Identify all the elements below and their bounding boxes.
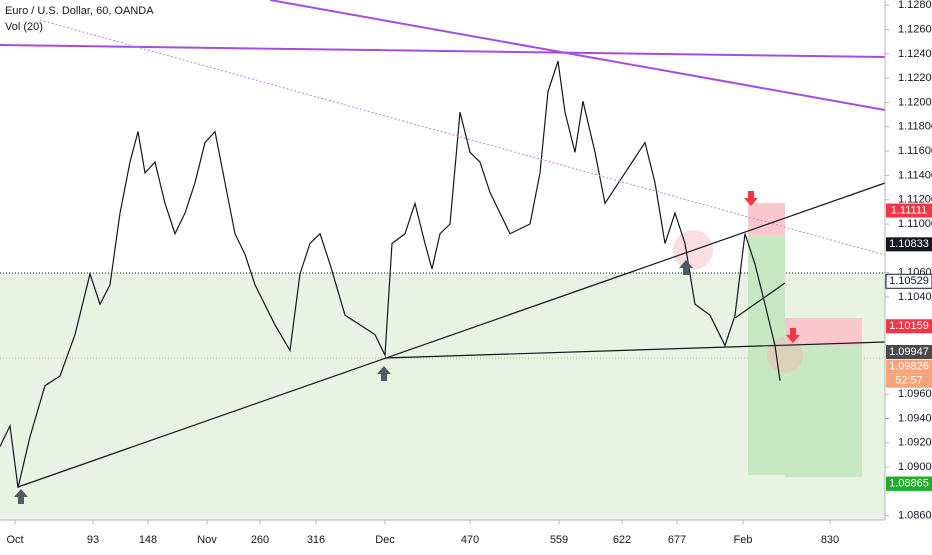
- trend-line: [734, 282, 786, 319]
- price-tag: [886, 476, 932, 491]
- x-tick-label: 830: [821, 534, 839, 546]
- arrow-up: [679, 260, 693, 275]
- x-tick-label: Feb: [734, 534, 753, 546]
- price-tag: [885, 273, 932, 289]
- x-tick-label: 316: [307, 534, 325, 546]
- price-tag-label: 1.08865: [889, 477, 929, 489]
- price-tag: [886, 359, 932, 374]
- arrow-down: [786, 328, 800, 343]
- y-tick-label: 1.09200: [898, 437, 932, 449]
- y-tick-label: 1.10400: [898, 291, 932, 303]
- countdown-tag: [886, 373, 932, 388]
- x-tick-label: Oct: [6, 534, 23, 546]
- arrow-down: [744, 191, 758, 206]
- highlight: [767, 337, 803, 373]
- price-tag-label: 1.10529: [889, 275, 929, 287]
- y-tick-label: 1.12200: [898, 72, 932, 84]
- chart-subtitle: Vol (20): [5, 21, 43, 33]
- trend-line: [17, 182, 886, 488]
- arrow-up: [377, 366, 391, 381]
- arrow-up: [14, 489, 28, 504]
- y-tick-label: 1.11200: [898, 194, 932, 206]
- price-tag-label: 1.10833: [889, 238, 929, 250]
- y-tick-label: 1.12800: [898, 0, 932, 11]
- trend-line: [0, 44, 886, 58]
- y-tick-label: 1.11800: [898, 121, 932, 133]
- y-tick-label: 1.11600: [898, 145, 932, 157]
- x-tick-label: 260: [251, 534, 269, 546]
- y-tick-label: 1.09600: [898, 388, 932, 400]
- price-tag: [886, 203, 932, 218]
- y-tick-label: 1.11400: [898, 169, 932, 181]
- x-tick-label: Dec: [375, 534, 395, 546]
- x-tick-label: 559: [550, 534, 568, 546]
- price-tag-label: 1.11111: [891, 204, 928, 216]
- trend-line: [384, 341, 886, 359]
- countdown: 52:57: [895, 375, 923, 387]
- price-tag: [886, 319, 932, 334]
- price-tag-label: 1.10159: [889, 320, 929, 332]
- y-tick-label: 1.08600: [898, 510, 932, 522]
- y-tick-label: 1.09000: [898, 461, 932, 473]
- y-tick-label: 1.11000: [898, 218, 932, 230]
- y-tick-label: 1.12000: [898, 96, 932, 108]
- zone-shade: [0, 273, 885, 520]
- x-tick-label: 470: [461, 534, 479, 546]
- x-tick-label: Nov: [197, 534, 217, 546]
- x-tick-label: 622: [613, 534, 631, 546]
- y-tick-label: 1.12600: [898, 23, 932, 35]
- stop-zone: [785, 318, 862, 345]
- y-tick-label: 1.09400: [898, 412, 932, 424]
- plot: [0, 60, 781, 488]
- x-tick-label: 93: [87, 534, 99, 546]
- price-tag-label: 1.09947: [889, 346, 929, 358]
- chart-title: Euro / U.S. Dollar, 60, OANDA: [5, 5, 154, 17]
- trend-line: [269, 0, 886, 111]
- price-tag: [886, 345, 932, 360]
- price-tag-label: 1.09826: [889, 361, 929, 373]
- x-tick-label: 677: [668, 534, 686, 546]
- stop-zone: [748, 203, 785, 235]
- x-tick-label: 148: [139, 534, 157, 546]
- price-tag: [886, 237, 932, 252]
- y-tick-label: 1.12400: [898, 48, 932, 60]
- price-line: [0, 60, 781, 488]
